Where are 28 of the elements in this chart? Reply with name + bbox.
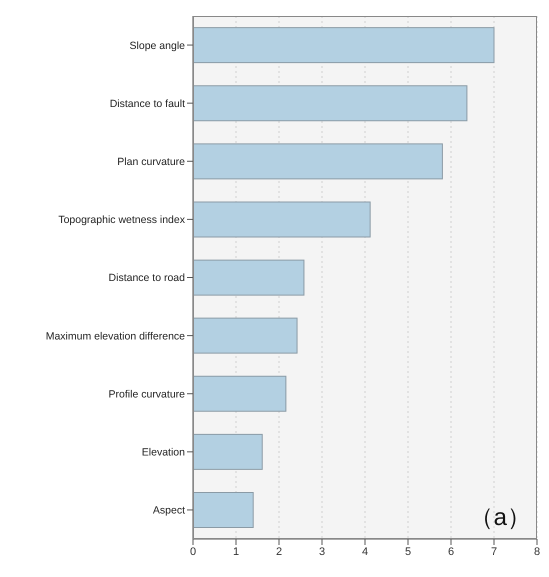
bar (193, 492, 254, 528)
y-tick-label: Profile curvature (108, 388, 186, 400)
x-tick-label: 8 (534, 546, 540, 558)
y-tick-label: Aspect (152, 504, 186, 517)
x-tick-label: 5 (404, 546, 412, 558)
y-tick-label: Elevation (142, 446, 186, 459)
bar (193, 201, 371, 238)
bar (193, 376, 286, 412)
bar (193, 260, 304, 296)
x-tick-label: 0 (190, 546, 196, 558)
y-tick-label: Distance to road (108, 272, 186, 284)
x-tick-label: 3 (318, 546, 326, 558)
x-tick-label: 4 (362, 546, 368, 558)
x-tick-label: 6 (448, 546, 454, 558)
bar (193, 143, 443, 180)
bar (193, 27, 494, 64)
bar (193, 318, 298, 354)
annotation: （a） (470, 503, 531, 533)
y-tick-label: Distance to fault (110, 98, 186, 110)
bar (193, 85, 468, 122)
bar (193, 434, 263, 470)
y-tick-label: Topographic wetness index (58, 214, 186, 226)
y-tick-label: Maximum elevation difference (46, 330, 186, 342)
y-tick-label: Slope angle (130, 40, 186, 52)
y-tick-label: Plan curvature (117, 156, 186, 168)
x-tick-label: 2 (276, 546, 282, 558)
x-tick-label: 1 (232, 546, 240, 558)
x-tick-label: 7 (490, 546, 498, 558)
